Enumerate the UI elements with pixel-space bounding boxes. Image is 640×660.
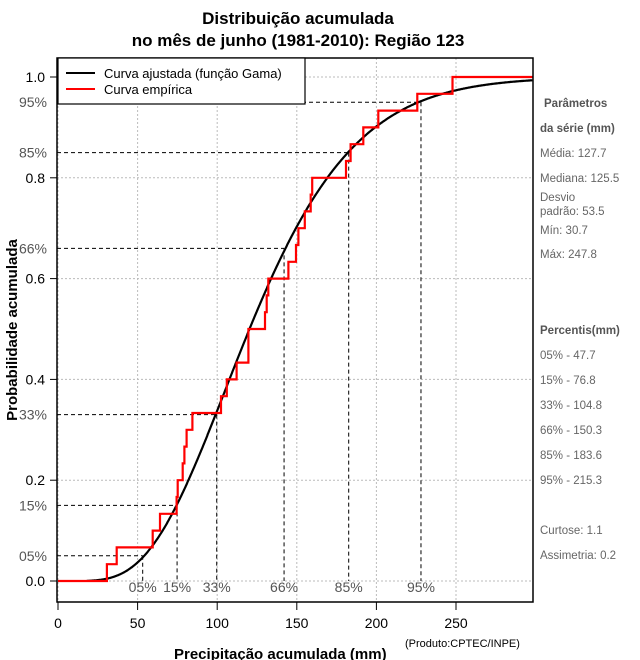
- chart-title-line-2: no mês de junho (1981-2010): Região 123: [132, 31, 465, 50]
- percentil-33: 33% - 104.8: [540, 400, 602, 412]
- stat-desvio-2: padrão: 53.5: [540, 206, 605, 218]
- x-tick-label: 200: [365, 615, 389, 631]
- x-tick-label: 0: [54, 615, 62, 631]
- params-title-1: Parâmetros: [544, 98, 607, 110]
- legend-label-empirical: Curva empírica: [104, 82, 193, 97]
- x-tick-label: 150: [285, 615, 309, 631]
- axes: 0 50 100 150 200 250 0.0 0.2 0.4 0.6 0.8 1.0 05% 05% 1…: [19, 69, 468, 631]
- stat-min: Mín: 30.7: [540, 225, 588, 237]
- percentile-x-label: 15%: [163, 579, 191, 595]
- y-axis-label: Probabilidade acumulada: [4, 238, 21, 420]
- x-tick-label: 50: [130, 615, 146, 631]
- percentile-y-label: 95%: [19, 94, 47, 110]
- legend: Curva ajustada (função Gama) Curva empír…: [57, 57, 306, 105]
- y-tick-label: 0.0: [26, 573, 46, 589]
- legend-box: [57, 57, 306, 105]
- x-tick-label: 250: [444, 615, 468, 631]
- percentil-66: 66% - 150.3: [540, 425, 602, 437]
- stat-mediana: Mediana: 125.5: [540, 173, 619, 185]
- percentile-lines: [57, 101, 422, 581]
- percentil-95: 95% - 215.3: [540, 475, 602, 487]
- series: [58, 75, 533, 583]
- y-tick-label: 0.2: [26, 472, 46, 488]
- gamma-curve: [86, 79, 533, 582]
- chart-title-line-1: Distribuição acumulada: [202, 9, 394, 28]
- percentile-x-label: 95%: [407, 579, 435, 595]
- percentile-x-label: 33%: [203, 579, 231, 595]
- legend-label-gamma: Curva ajustada (função Gama): [104, 66, 282, 81]
- percentil-15: 15% - 76.8: [540, 375, 596, 387]
- percentile-y-label: 33%: [19, 407, 47, 423]
- params-title-2: da série (mm): [540, 123, 615, 135]
- empirical-curve: [58, 75, 533, 583]
- percentil-05: 05% - 47.7: [540, 350, 596, 362]
- stat-assimetria: Assimetria: 0.2: [540, 550, 616, 562]
- x-axis-label: Precipitação acumulada (mm): [174, 646, 387, 660]
- stat-desvio-1: Desvio: [540, 192, 575, 204]
- percentile-x-label: 05%: [129, 579, 157, 595]
- side-panel: Parâmetros da série (mm) Média: 127.7 Me…: [540, 98, 620, 562]
- percentil-85: 85% - 183.6: [540, 450, 602, 462]
- stat-max: Máx: 247.8: [540, 249, 597, 261]
- percentis-title: Percentis(mm): [540, 325, 620, 337]
- stat-curtose: Curtose: 1.1: [540, 525, 603, 537]
- percentile-y-label: 66%: [19, 240, 47, 256]
- x-axis-label-note: (Produto:CPTEC/INPE): [405, 638, 520, 650]
- stat-media: Média: 127.7: [540, 148, 607, 160]
- percentile-x-label: 66%: [270, 579, 298, 595]
- percentile-y-label: 05%: [19, 548, 47, 564]
- grid: [57, 58, 533, 602]
- x-tick-label: 100: [206, 615, 230, 631]
- y-tick-label: 0.6: [26, 271, 46, 287]
- percentile-x-label: 85%: [335, 579, 363, 595]
- percentile-y-label: 85%: [19, 145, 47, 161]
- percentile-y-label: 15%: [19, 497, 47, 513]
- y-tick-label: 0.4: [26, 371, 46, 387]
- y-tick-label: 0.8: [26, 170, 46, 186]
- plot-box: [56, 57, 534, 603]
- y-tick-label: 1.0: [26, 69, 46, 85]
